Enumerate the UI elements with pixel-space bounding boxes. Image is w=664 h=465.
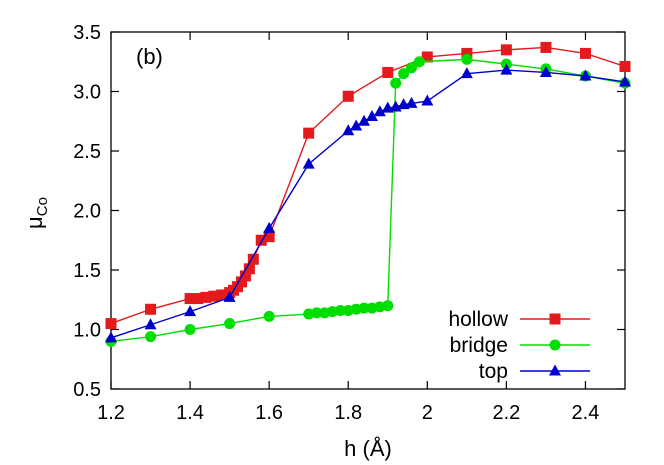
- data-point-top: [460, 67, 473, 79]
- legend-label-hollow: hollow: [448, 308, 508, 331]
- legend: hollow bridge top: [448, 308, 590, 383]
- data-point-hollow: [382, 66, 394, 78]
- data-point-top: [579, 69, 592, 81]
- data-point-hollow: [461, 47, 473, 59]
- data-point-hollow: [239, 270, 251, 282]
- data-point-bridge: [224, 318, 236, 330]
- data-point-hollow: [200, 291, 212, 303]
- series-hollow: [105, 41, 631, 330]
- data-point-bridge: [145, 331, 157, 343]
- series-top: [105, 63, 631, 343]
- data-point-top: [365, 109, 378, 121]
- data-point-bridge: [461, 53, 473, 65]
- data-point-top: [223, 290, 236, 302]
- data-point-top: [350, 119, 363, 131]
- y-axis-label-base: μ: [22, 216, 47, 229]
- panel-label: (b): [136, 44, 163, 69]
- data-point-hollow: [243, 263, 255, 275]
- data-point-bridge: [311, 307, 323, 319]
- data-point-hollow: [145, 303, 157, 315]
- y-tick-label: 2.5: [73, 141, 101, 163]
- data-point-top: [619, 75, 631, 87]
- x-tick-label: 1.8: [334, 402, 362, 424]
- legend-marker-bridge: [549, 339, 561, 351]
- data-point-top: [184, 305, 197, 317]
- data-point-top: [144, 318, 157, 330]
- data-point-hollow: [303, 127, 315, 139]
- data-point-bridge: [398, 68, 410, 80]
- x-axis-label: h (Å): [344, 436, 392, 461]
- axis-ticks: 1.2 1.4 1.6 1.8 2 2.2 2.4 0.5 1.0 1.5 2.0 2.5 3.0 3.5: [73, 22, 625, 424]
- y-tick-label: 2.0: [73, 201, 101, 223]
- x-tick-label: 2: [422, 402, 433, 424]
- data-point-hollow: [619, 61, 631, 73]
- series-line-hollow: [110, 46, 626, 325]
- y-tick-label: 3.0: [73, 82, 101, 104]
- legend-label-top: top: [479, 360, 508, 383]
- data-point-top: [358, 114, 371, 126]
- data-point-hollow: [500, 44, 512, 56]
- x-tick-label: 1.6: [255, 402, 283, 424]
- data-point-top: [342, 124, 355, 136]
- x-tick-label: 1.4: [176, 402, 204, 424]
- data-point-top: [373, 105, 386, 117]
- data-point-hollow: [263, 231, 275, 243]
- data-point-hollow: [255, 234, 267, 246]
- x-tick-label: 1.2: [97, 402, 125, 424]
- data-point-top: [405, 96, 418, 108]
- y-tick-label: 1.5: [73, 260, 101, 282]
- data-point-hollow: [216, 289, 228, 301]
- data-point-hollow: [192, 293, 204, 305]
- y-axis-label: μCo: [22, 197, 51, 229]
- data-point-hollow: [579, 47, 591, 59]
- data-point-top: [302, 157, 315, 169]
- data-point-bridge: [358, 302, 370, 314]
- data-point-bridge: [390, 77, 402, 89]
- y-tick-label: 0.5: [73, 379, 101, 401]
- legend-marker-hollow: [549, 313, 561, 325]
- y-axis-label-sub: Co: [34, 197, 51, 216]
- data-point-hollow: [235, 276, 247, 288]
- data-point-hollow: [540, 41, 552, 53]
- y-tick-label: 3.5: [73, 22, 101, 44]
- data-point-bridge: [263, 310, 275, 322]
- data-point-bridge: [413, 56, 425, 68]
- x-tick-label: 2.2: [492, 402, 520, 424]
- legend-marker-top: [549, 364, 561, 376]
- plot-frame: [110, 31, 626, 390]
- x-tick-label: 2.4: [572, 402, 600, 424]
- data-point-hollow: [421, 51, 433, 63]
- legend-label-bridge: bridge: [450, 334, 508, 357]
- data-point-bridge: [334, 304, 346, 316]
- data-point-bridge: [405, 62, 417, 74]
- data-point-hollow: [342, 90, 354, 102]
- data-point-hollow: [105, 318, 117, 330]
- data-point-top: [263, 221, 276, 233]
- data-point-top: [500, 63, 513, 75]
- data-point-top: [539, 65, 552, 77]
- series-layer: [105, 41, 631, 347]
- y-tick-label: 1.0: [73, 320, 101, 342]
- data-point-hollow: [247, 253, 259, 265]
- data-point-bridge: [184, 324, 196, 335]
- data-point-bridge: [382, 300, 394, 312]
- data-point-hollow: [208, 290, 220, 302]
- series-bridge: [105, 53, 631, 347]
- data-point-hollow: [184, 293, 196, 305]
- data-point-top: [421, 94, 434, 106]
- data-point-top: [105, 331, 117, 343]
